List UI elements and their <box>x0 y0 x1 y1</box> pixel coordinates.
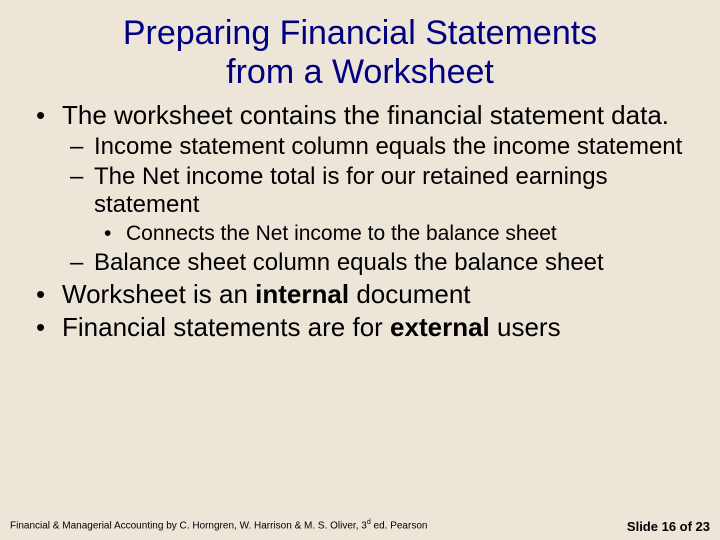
bullet-text: Balance sheet column equals the balance … <box>94 249 604 276</box>
bullet-text-post: document <box>349 279 470 309</box>
bullet-item: The Net income total is for our retained… <box>30 163 690 220</box>
slide-footer: Financial & Managerial Accounting by C. … <box>10 519 710 534</box>
footer-left-pre: Financial & Managerial Accounting by C. … <box>10 520 367 531</box>
footer-left-post: ed. Pearson <box>371 520 428 531</box>
bullet-item: Income statement column equals the incom… <box>30 133 690 161</box>
bullet-text-bold: internal <box>255 279 349 309</box>
bullet-item: Worksheet is an internal document <box>30 279 690 310</box>
title-line-1: Preparing Financial Statements <box>123 14 597 52</box>
slide-body: The worksheet contains the financial sta… <box>30 100 690 342</box>
bullet-text-bold: external <box>390 312 490 342</box>
title-line-2: from a Worksheet <box>226 53 494 91</box>
bullet-text: Connects the Net income to the balance s… <box>126 222 557 245</box>
footer-citation: Financial & Managerial Accounting by C. … <box>10 519 427 531</box>
slide-title: Preparing Financial Statements from a Wo… <box>30 14 690 92</box>
bullet-text-post: users <box>490 312 561 342</box>
bullet-item: Financial statements are for external us… <box>30 312 690 343</box>
bullet-text: The Net income total is for our retained… <box>94 163 608 218</box>
bullet-text-pre: Worksheet is an <box>62 279 255 309</box>
bullet-text: The worksheet contains the financial sta… <box>62 100 669 130</box>
bullet-item: Balance sheet column equals the balance … <box>30 249 690 277</box>
slide: Preparing Financial Statements from a Wo… <box>0 0 720 540</box>
bullet-item: The worksheet contains the financial sta… <box>30 100 690 131</box>
bullet-text-pre: Financial statements are for <box>62 312 390 342</box>
bullet-text: Income statement column equals the incom… <box>94 133 682 160</box>
bullet-list: The worksheet contains the financial sta… <box>30 100 690 342</box>
slide-number: Slide 16 of 23 <box>627 519 710 534</box>
bullet-item: Connects the Net income to the balance s… <box>30 222 690 247</box>
